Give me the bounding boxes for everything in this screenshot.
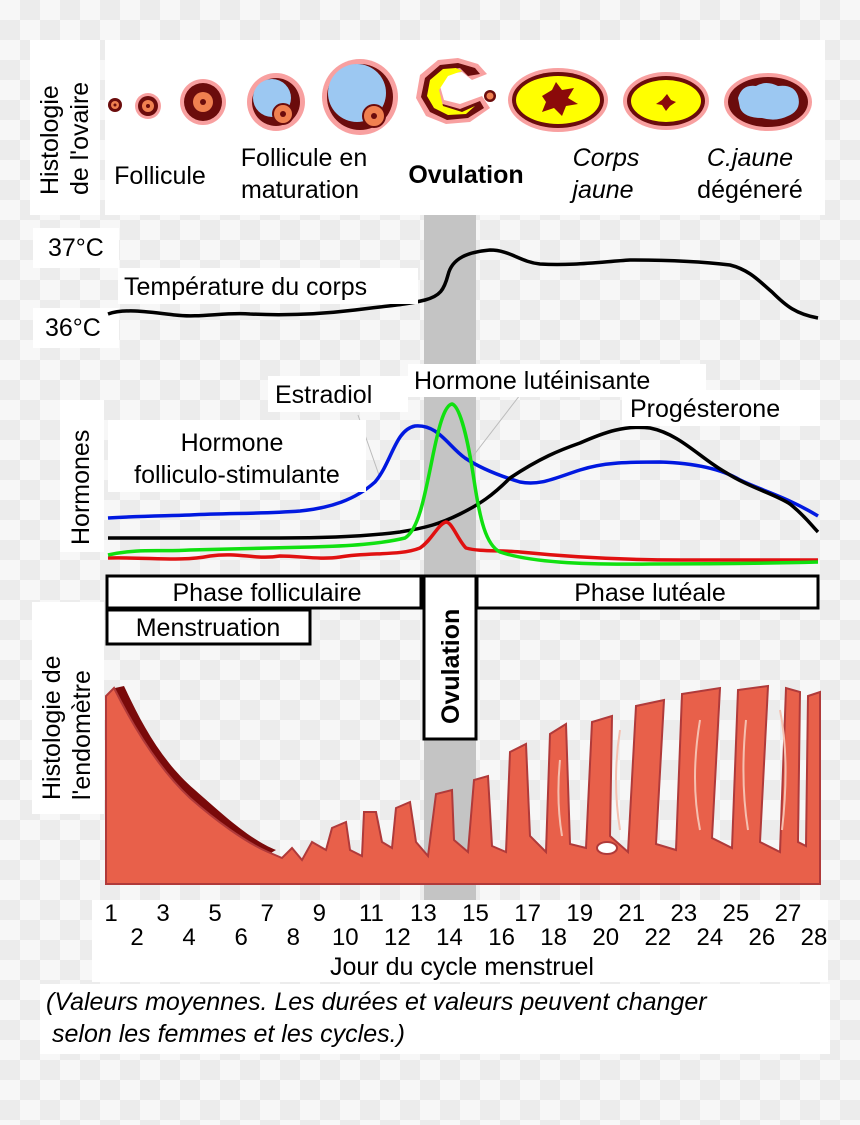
endometrium-illustration (105, 684, 821, 885)
days_bottom-day-label: 6 (235, 924, 248, 951)
fsh-label-1: Hormone (181, 429, 284, 457)
temperature-label-box (118, 268, 418, 304)
days_bottom-day-label: 14 (436, 924, 463, 951)
days_bottom-day-label: 20 (592, 924, 619, 951)
days_top-day-label: 9 (313, 900, 326, 927)
days_bottom-day-label: 12 (384, 924, 411, 951)
days_top-day-label: 7 (261, 900, 274, 927)
luteal-phase-bar (475, 574, 820, 610)
endometrium-side-label-2: l'endomètre (68, 670, 96, 800)
days_top-day-label: 13 (410, 900, 437, 927)
hormones-side-panel (60, 400, 104, 552)
hormones-side-label: Hormones (67, 430, 95, 545)
progesterone-curve (108, 425, 820, 540)
follicular-phase-label: Phase folliculaire (173, 579, 362, 607)
temp-high-tick-box (33, 228, 119, 268)
note-line-1: (Valeurs moyennes. Les durées et valeurs… (46, 988, 708, 1016)
stage-degenerated-label-2: dégéneré (697, 176, 803, 204)
days_top-day-label: 17 (514, 900, 541, 927)
axis-panel (92, 900, 828, 982)
fsh-curve (107, 424, 819, 520)
stage-corpus-luteum-label-1: Corps (573, 144, 640, 172)
days_top-day-label: 23 (670, 900, 697, 927)
ovary-stage-labels: Follicule Follicule en maturation Ovulat… (114, 144, 803, 204)
temp-low-tick: 36°C (45, 314, 101, 342)
stage-maturing-label-1: Follicule en (241, 144, 367, 172)
days_bottom-day-label: 10 (332, 924, 359, 951)
days_top-day-label: 21 (618, 900, 645, 927)
temp-high-tick: 37°C (48, 234, 104, 262)
stage-follicle-label: Follicule (114, 162, 206, 190)
ovary-side-panel (30, 40, 100, 215)
days_top-day-label: 5 (208, 900, 221, 927)
fsh-label-2: folliculo-stimulante (134, 461, 340, 489)
days_top-day-label: 27 (775, 900, 802, 927)
lh-leader-line (469, 394, 521, 461)
progesterone-label-box (622, 390, 820, 426)
endometrium-side-label-1: Histologie de (38, 655, 66, 800)
estradiol-label: Estradiol (275, 381, 372, 409)
days_bottom-day-label: 4 (182, 924, 195, 951)
menstruation-bar (105, 608, 312, 646)
temperature-label: Température du corps (124, 273, 367, 301)
day-axis: 1 3 5 7 9 11 13 15 17 19 21 23 25 272 4 6 8 10 12 14 16 18 20 2… (104, 900, 827, 951)
fsh-label-box (108, 420, 366, 492)
estradiol-curve (107, 520, 818, 562)
days_bottom-day-label: 22 (644, 924, 671, 951)
days_bottom-day-label: 24 (697, 924, 724, 951)
ovary-side-label-2: de l'ovaire (66, 82, 94, 195)
endometrium-side-panel (32, 602, 104, 814)
stage-maturing-label-2: maturation (241, 176, 359, 204)
progesterone-label: Progésterone (630, 395, 780, 423)
stage-corpus-luteum-label-2: jaune (569, 176, 633, 204)
days_bottom-day-label: 18 (540, 924, 567, 951)
follicular-phase-bar (105, 574, 423, 610)
days_top-day-label: 15 (462, 900, 489, 927)
days_bottom-day-label: 28 (801, 924, 828, 951)
days_bottom-day-label: 26 (749, 924, 776, 951)
luteal-phase-label: Phase lutéale (574, 579, 726, 607)
ovulation-band (424, 215, 476, 902)
stage-degenerated-label-1: C.jaune (707, 144, 793, 172)
days_bottom-day-label: 8 (287, 924, 300, 951)
axis-title: Jour du cycle menstruel (330, 953, 594, 981)
ovary-side-label-1: Histologie (36, 85, 64, 195)
stage-ovulation-label: Ovulation (408, 161, 523, 189)
temperature-curve (107, 248, 819, 320)
days_top-day-label: 11 (359, 900, 384, 927)
lh-label: Hormone lutéinisante (414, 367, 650, 395)
ovary-illustrations (108, 58, 812, 135)
lh-curve (107, 402, 819, 566)
days_top-day-label: 1 (104, 900, 117, 927)
ovulation-phase-label: Ovulation (437, 609, 465, 724)
days_top-day-label: 3 (156, 900, 169, 927)
temp-low-tick-box (33, 308, 119, 348)
days_top-day-label: 25 (723, 900, 750, 927)
days_top-day-label: 19 (566, 900, 593, 927)
note-line-2: selon les femmes et les cycles.) (52, 1020, 405, 1048)
note-panel (40, 984, 830, 1054)
days_bottom-day-label: 2 (130, 924, 143, 951)
endometrium-tissue (105, 684, 821, 885)
menstruation-label: Menstruation (136, 614, 281, 642)
estradiol-label-box (268, 376, 408, 412)
days_bottom-day-label: 16 (488, 924, 515, 951)
ovulation-phase-box (422, 574, 478, 741)
shedding-layer (108, 686, 276, 858)
